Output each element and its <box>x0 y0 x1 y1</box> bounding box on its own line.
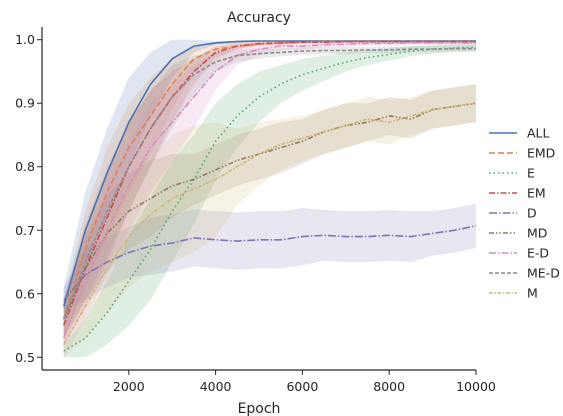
series-lines <box>62 40 477 352</box>
series-line-md <box>62 102 477 320</box>
y-ticks: 0.5 0.6 0.7 0.8 0.9 1.0 <box>15 32 42 365</box>
band-d <box>63 203 476 313</box>
legend-label-m: M <box>527 286 538 301</box>
x-ticks: 2000 4000 6000 8000 10000 <box>113 370 496 394</box>
chart-title: Accuracy <box>227 10 291 26</box>
x-tick-label: 6000 <box>286 379 318 394</box>
x-tick-label: 10000 <box>456 379 496 394</box>
legend-label-e: E <box>527 166 535 181</box>
x-tick-label: 8000 <box>373 379 405 394</box>
band-m <box>63 84 476 358</box>
y-tick-label: 0.5 <box>15 350 35 365</box>
y-tick-label: 0.6 <box>15 286 35 301</box>
band-e-d <box>63 41 476 358</box>
legend-label-md: MD <box>527 226 547 241</box>
legend-label-me-d: ME-D <box>527 266 560 281</box>
series-line-d <box>63 225 477 301</box>
x-tick-label: 4000 <box>200 379 232 394</box>
band-emd <box>63 40 476 339</box>
y-tick-label: 1.0 <box>15 32 35 47</box>
legend-label-all: ALL <box>527 126 550 141</box>
legend-label-em: EM <box>527 186 546 201</box>
series-line-em <box>62 40 476 326</box>
band-em <box>63 40 476 345</box>
series-line-m <box>63 102 477 345</box>
legend-label-emd: EMD <box>527 146 555 161</box>
y-tick-label: 0.9 <box>15 96 35 111</box>
x-tick-label: 2000 <box>113 379 145 394</box>
legend-label-d: D <box>527 206 537 221</box>
legend-label-e-d: E-D <box>527 246 549 261</box>
band-e <box>63 43 476 358</box>
y-tick-label: 0.7 <box>15 223 35 238</box>
axes <box>41 27 476 371</box>
x-axis-label: Epoch <box>238 401 281 416</box>
confidence-bands <box>63 39 476 358</box>
y-tick-label: 0.8 <box>15 159 35 174</box>
band-me-d <box>63 45 476 339</box>
